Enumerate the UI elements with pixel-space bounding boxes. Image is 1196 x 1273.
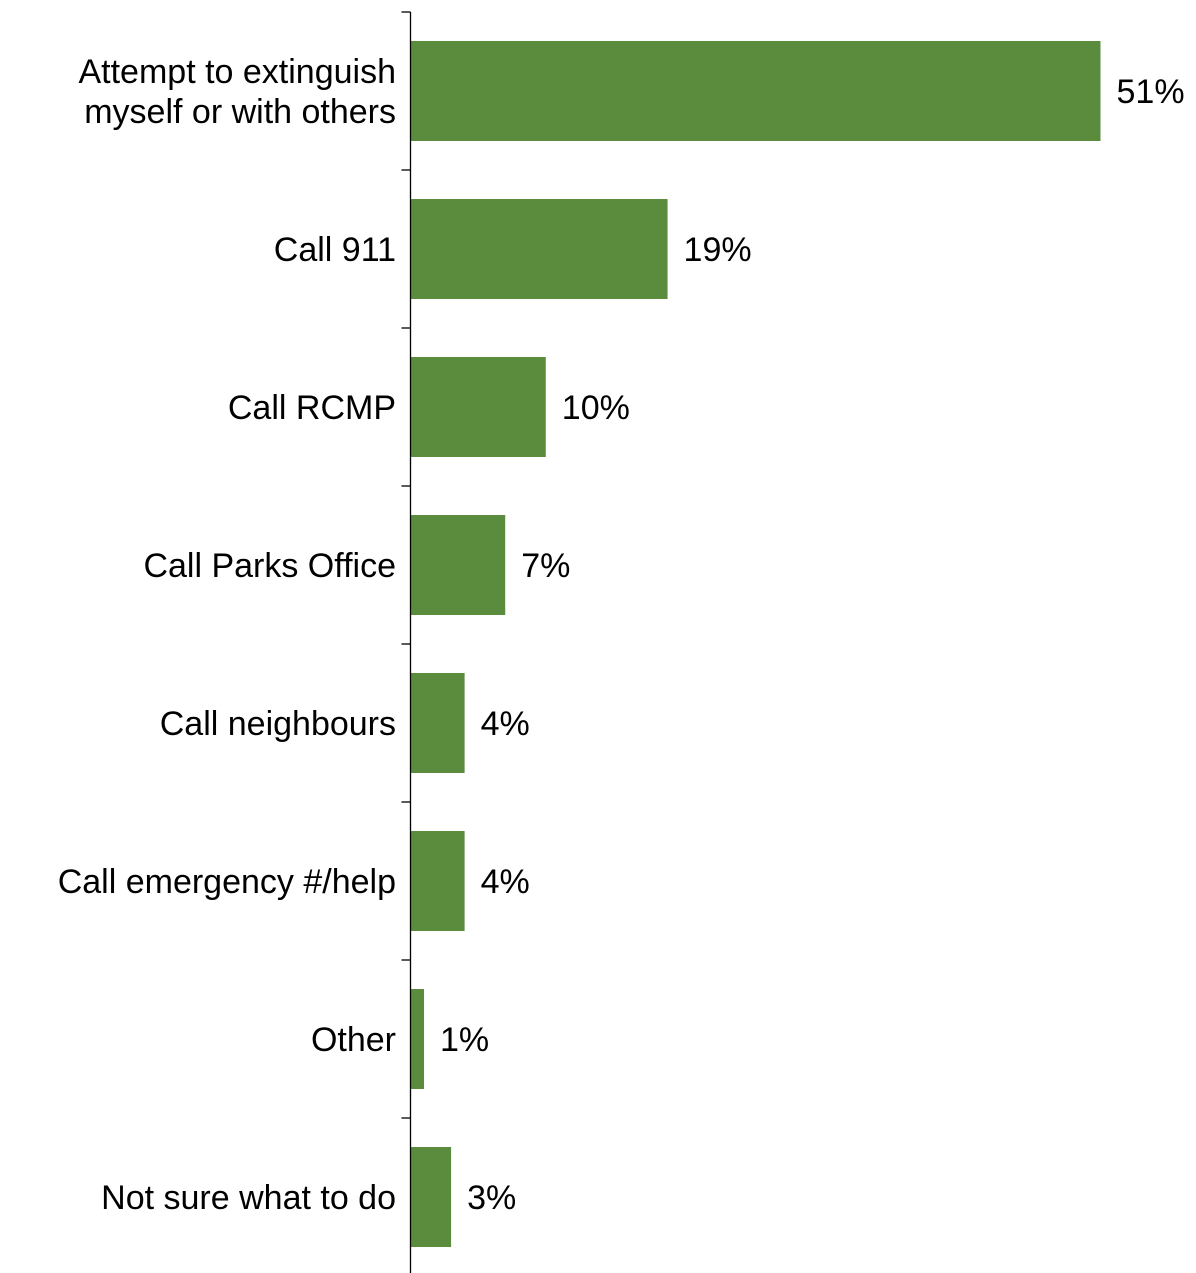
data-label: 7% (521, 547, 570, 585)
data-label: 10% (562, 389, 630, 427)
category-label-line: Call RCMP (228, 389, 396, 427)
category-label-line: Call neighbours (160, 705, 396, 743)
category-labels: Attempt to extinguish myself or with othe… (58, 53, 396, 1217)
data-label: 4% (481, 863, 530, 901)
category-label-line: Other (311, 1021, 396, 1059)
category-label: Call neighbours (160, 705, 396, 743)
category-label-line: Call emergency #/help (58, 863, 396, 901)
bars-group (410, 41, 1101, 1247)
bar (410, 1147, 452, 1247)
category-label: Other (311, 1021, 396, 1059)
category-label-line: Call Parks Office (143, 547, 396, 585)
bar (410, 831, 465, 931)
category-label: Call RCMP (228, 389, 396, 427)
category-label: Call Parks Office (143, 547, 396, 585)
bar (410, 199, 668, 299)
value-labels: 51% 19% 10% 7% 4% 4% 1% 3% (440, 73, 1185, 1217)
category-label: Call 911 (274, 231, 396, 269)
data-label: 1% (440, 1021, 489, 1059)
bar (410, 515, 506, 615)
category-label: Call emergency #/help (58, 863, 396, 901)
category-axis (401, 11, 412, 1273)
category-label-line: Not sure what to do (101, 1179, 396, 1217)
bar (410, 41, 1101, 141)
data-label: 19% (684, 231, 752, 269)
bar (410, 673, 465, 773)
bar (410, 357, 546, 457)
category-label: Attempt to extinguish myself or with othe… (78, 53, 396, 131)
category-label-line: myself or with others (84, 93, 396, 131)
category-label-line: Call 911 (274, 231, 396, 269)
category-label: Not sure what to do (101, 1179, 396, 1217)
data-label: 51% (1117, 73, 1185, 111)
data-label: 4% (481, 705, 530, 743)
category-label-line: Attempt to extinguish (78, 53, 396, 91)
bar (410, 989, 425, 1089)
data-label: 3% (467, 1179, 516, 1217)
